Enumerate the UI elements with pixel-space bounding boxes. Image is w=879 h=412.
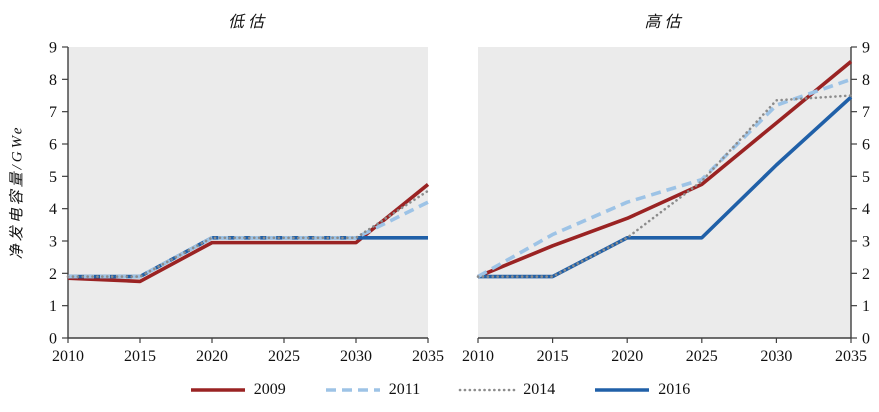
legend-line-2016 <box>595 388 650 392</box>
series-line-2009 <box>477 60 853 279</box>
legend-label: 2011 <box>388 381 421 398</box>
plot-area <box>478 47 851 338</box>
x-tick-label: 2025 <box>686 348 718 365</box>
legend-label: 2014 <box>523 381 556 398</box>
panel-title-high-estimate: 高估 <box>644 14 685 31</box>
x-tick-label: 2025 <box>268 348 300 365</box>
y-tick-label: 9 <box>862 40 870 57</box>
x-tick-label: 2020 <box>196 348 228 365</box>
x-tick-label: 2015 <box>124 348 156 365</box>
legend-item-2009: 2009 <box>189 381 286 399</box>
y-tick-label: 3 <box>862 234 870 251</box>
y-tick-label: 1 <box>862 298 870 315</box>
x-tick-label: 2035 <box>412 348 444 365</box>
y-tick-label: 1 <box>49 298 57 315</box>
y-tick-label: 5 <box>49 169 57 186</box>
series-line-2011 <box>477 77 852 279</box>
plot-area <box>68 47 428 338</box>
legend-item-2016: 2016 <box>593 381 690 399</box>
y-tick-label: 2 <box>49 266 57 283</box>
legend: 2009 2011 2014 2016 <box>0 381 879 399</box>
legend-item-2011: 2011 <box>324 381 420 399</box>
y-tick-label: 6 <box>49 137 57 154</box>
x-tick-label: 2030 <box>760 348 792 365</box>
legend-label: 2016 <box>658 381 691 398</box>
x-tick-label: 2030 <box>340 348 372 365</box>
y-tick-label: 0 <box>862 331 870 348</box>
y-tick-label: 5 <box>862 169 870 186</box>
x-tick-label: 2020 <box>611 348 643 365</box>
y-tick-label: 3 <box>49 234 57 251</box>
y-tick-label: 7 <box>862 104 870 121</box>
legend-line-2011 <box>325 388 380 392</box>
series-line-2014 <box>66 189 430 278</box>
x-tick-label: 2010 <box>52 348 84 365</box>
x-tick-label: 2035 <box>835 348 867 365</box>
legend-line-2009 <box>190 388 245 392</box>
legend-label: 2009 <box>253 381 286 398</box>
series-line-2016 <box>478 95 853 279</box>
y-tick-label: 9 <box>49 40 57 57</box>
series-line-2011 <box>68 200 429 279</box>
y-tick-label: 8 <box>862 72 870 89</box>
legend-line-2014 <box>458 388 516 392</box>
series-line-2014 <box>476 94 853 278</box>
y-tick-label: 6 <box>862 137 870 154</box>
x-tick-label: 2010 <box>462 348 494 365</box>
x-tick-label: 2015 <box>537 348 569 365</box>
y-tick-label: 2 <box>862 266 870 283</box>
panel-title-low-estimate: 低估 <box>227 14 268 31</box>
y-tick-label: 0 <box>49 331 57 348</box>
y-tick-label: 4 <box>49 201 57 218</box>
y-tick-label: 4 <box>862 201 870 218</box>
y-tick-label: 7 <box>49 104 57 121</box>
legend-item-2014: 2014 <box>458 381 555 399</box>
y-tick-label: 8 <box>49 72 57 89</box>
